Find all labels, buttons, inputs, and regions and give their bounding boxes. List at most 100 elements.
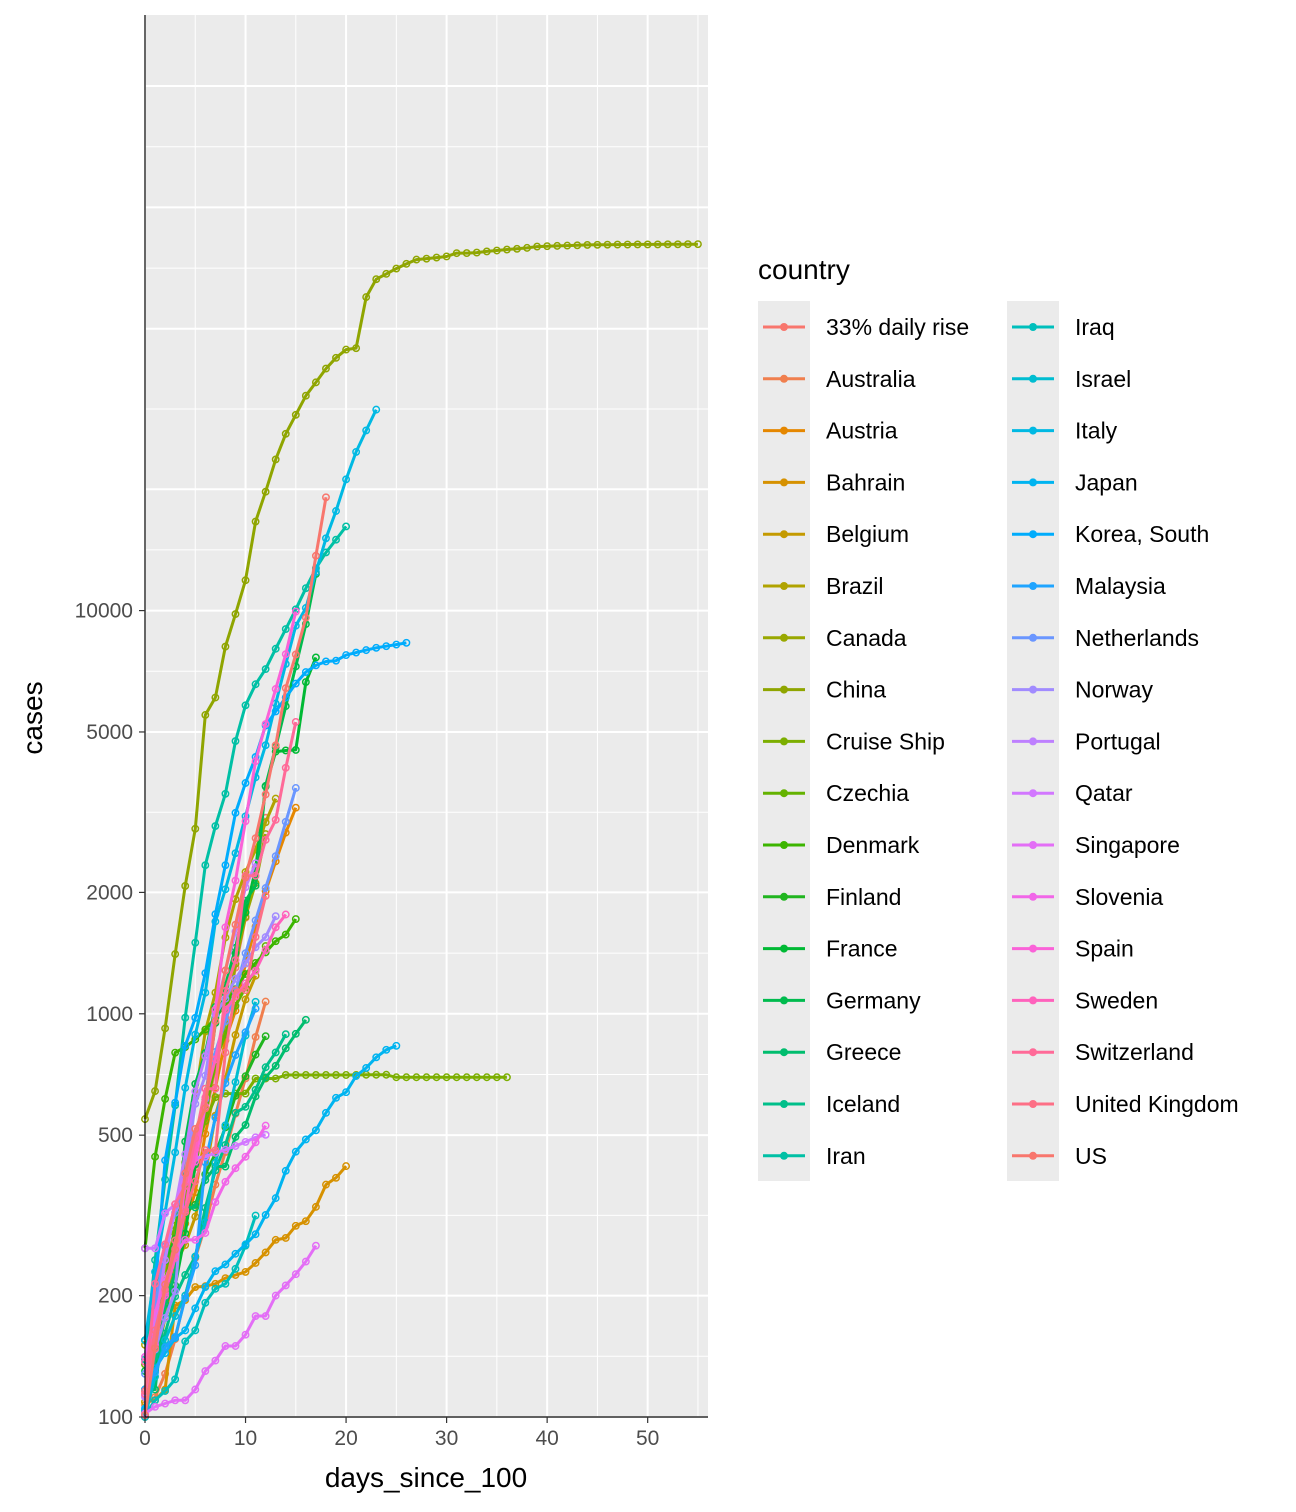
legend-item: Greece (763, 1039, 901, 1065)
series-line (143, 721, 298, 1395)
data-point (241, 1138, 250, 1146)
legend-key-point (1029, 685, 1037, 694)
data-point (533, 242, 542, 251)
data-point (372, 1053, 381, 1062)
data-point (161, 1399, 170, 1408)
legend-key-point (1029, 374, 1037, 383)
legend-label: United Kingdom (1075, 1091, 1239, 1117)
data-point (271, 1061, 280, 1070)
legend-label: Spain (1075, 936, 1134, 962)
legend-key-point (1029, 892, 1037, 901)
data-point (271, 1074, 280, 1083)
data-point (181, 882, 190, 890)
data-point (181, 1013, 190, 1022)
data-point (322, 534, 330, 543)
data-point (301, 1135, 310, 1144)
data-point (523, 243, 531, 252)
series-line (144, 1244, 318, 1415)
legend-label: Switzerland (1075, 1039, 1194, 1065)
data-point (191, 1125, 200, 1133)
data-point (191, 1304, 200, 1313)
legend-item: Sweden (1012, 987, 1158, 1013)
data-point (261, 1063, 270, 1072)
legend-item: 33% daily rise (763, 314, 969, 340)
data-point (322, 1180, 330, 1189)
data-point (653, 240, 662, 249)
data-point (271, 1291, 280, 1300)
legend-items: 33% daily rise Australia Austria Bahrain Bel… (763, 314, 1239, 1169)
legend-label: Austria (826, 418, 898, 444)
legend-item: Korea, South (1012, 521, 1209, 547)
data-point (231, 1078, 240, 1087)
data-point (472, 248, 481, 257)
legend-label: Belgium (826, 521, 909, 547)
data-point (291, 679, 300, 688)
legend-label: Singapore (1075, 832, 1180, 858)
data-point (281, 429, 290, 438)
data-point (402, 259, 411, 268)
data-point (392, 1073, 401, 1082)
data-point (241, 873, 250, 882)
data-point (291, 745, 300, 754)
series-line (145, 1133, 266, 1250)
legend-item: Iran (763, 1143, 866, 1169)
data-point (291, 803, 300, 812)
data-point (281, 1166, 290, 1175)
data-point (332, 656, 340, 665)
legend-label: Germany (826, 987, 921, 1013)
data-point (201, 1367, 210, 1376)
legend-label: Netherlands (1075, 625, 1199, 651)
data-point (231, 610, 240, 619)
data-point (623, 240, 632, 249)
data-point (301, 1257, 310, 1266)
series-line (143, 862, 257, 1398)
data-point (261, 487, 270, 496)
data-point (201, 1025, 210, 1034)
data-point (231, 876, 240, 885)
data-point (271, 852, 280, 861)
data-point (201, 1104, 210, 1113)
data-point (151, 1152, 160, 1161)
legend-key-point (780, 737, 788, 746)
legend-label: Qatar (1075, 780, 1133, 806)
data-point (352, 648, 361, 657)
data-point (261, 720, 270, 728)
data-point (221, 885, 230, 894)
data-point (231, 986, 240, 995)
data-point (392, 640, 401, 649)
legend-label: US (1075, 1143, 1107, 1169)
data-point (231, 737, 240, 746)
legend-label: France (826, 936, 898, 962)
data-point (261, 946, 270, 955)
data-point (201, 969, 210, 978)
data-point (251, 1050, 260, 1059)
data-point (251, 1259, 260, 1267)
data-point (211, 693, 220, 702)
series-line (143, 798, 278, 1346)
series-line (143, 913, 287, 1363)
data-point (151, 1279, 160, 1288)
data-point (261, 741, 270, 750)
data-point (281, 763, 290, 772)
legend-item: Canada (763, 625, 907, 651)
data-point (322, 364, 330, 373)
legend-item: Norway (1012, 677, 1153, 703)
data-point (191, 1283, 200, 1292)
data-point (271, 685, 280, 693)
data-point (241, 1089, 250, 1098)
y-tick-label: 100 (98, 1406, 133, 1429)
legend-key-point (1029, 737, 1037, 746)
data-point (311, 551, 320, 560)
data-point (171, 1200, 180, 1209)
data-point (291, 1147, 300, 1156)
legend-key-point (780, 582, 788, 590)
data-point (502, 1073, 511, 1082)
data-point (191, 1177, 200, 1186)
data-point (241, 817, 250, 826)
data-point (211, 1146, 220, 1155)
data-point (221, 1260, 230, 1269)
data-point (301, 584, 310, 593)
data-point (241, 1028, 250, 1037)
data-point (261, 1248, 270, 1257)
data-point (251, 1230, 260, 1239)
